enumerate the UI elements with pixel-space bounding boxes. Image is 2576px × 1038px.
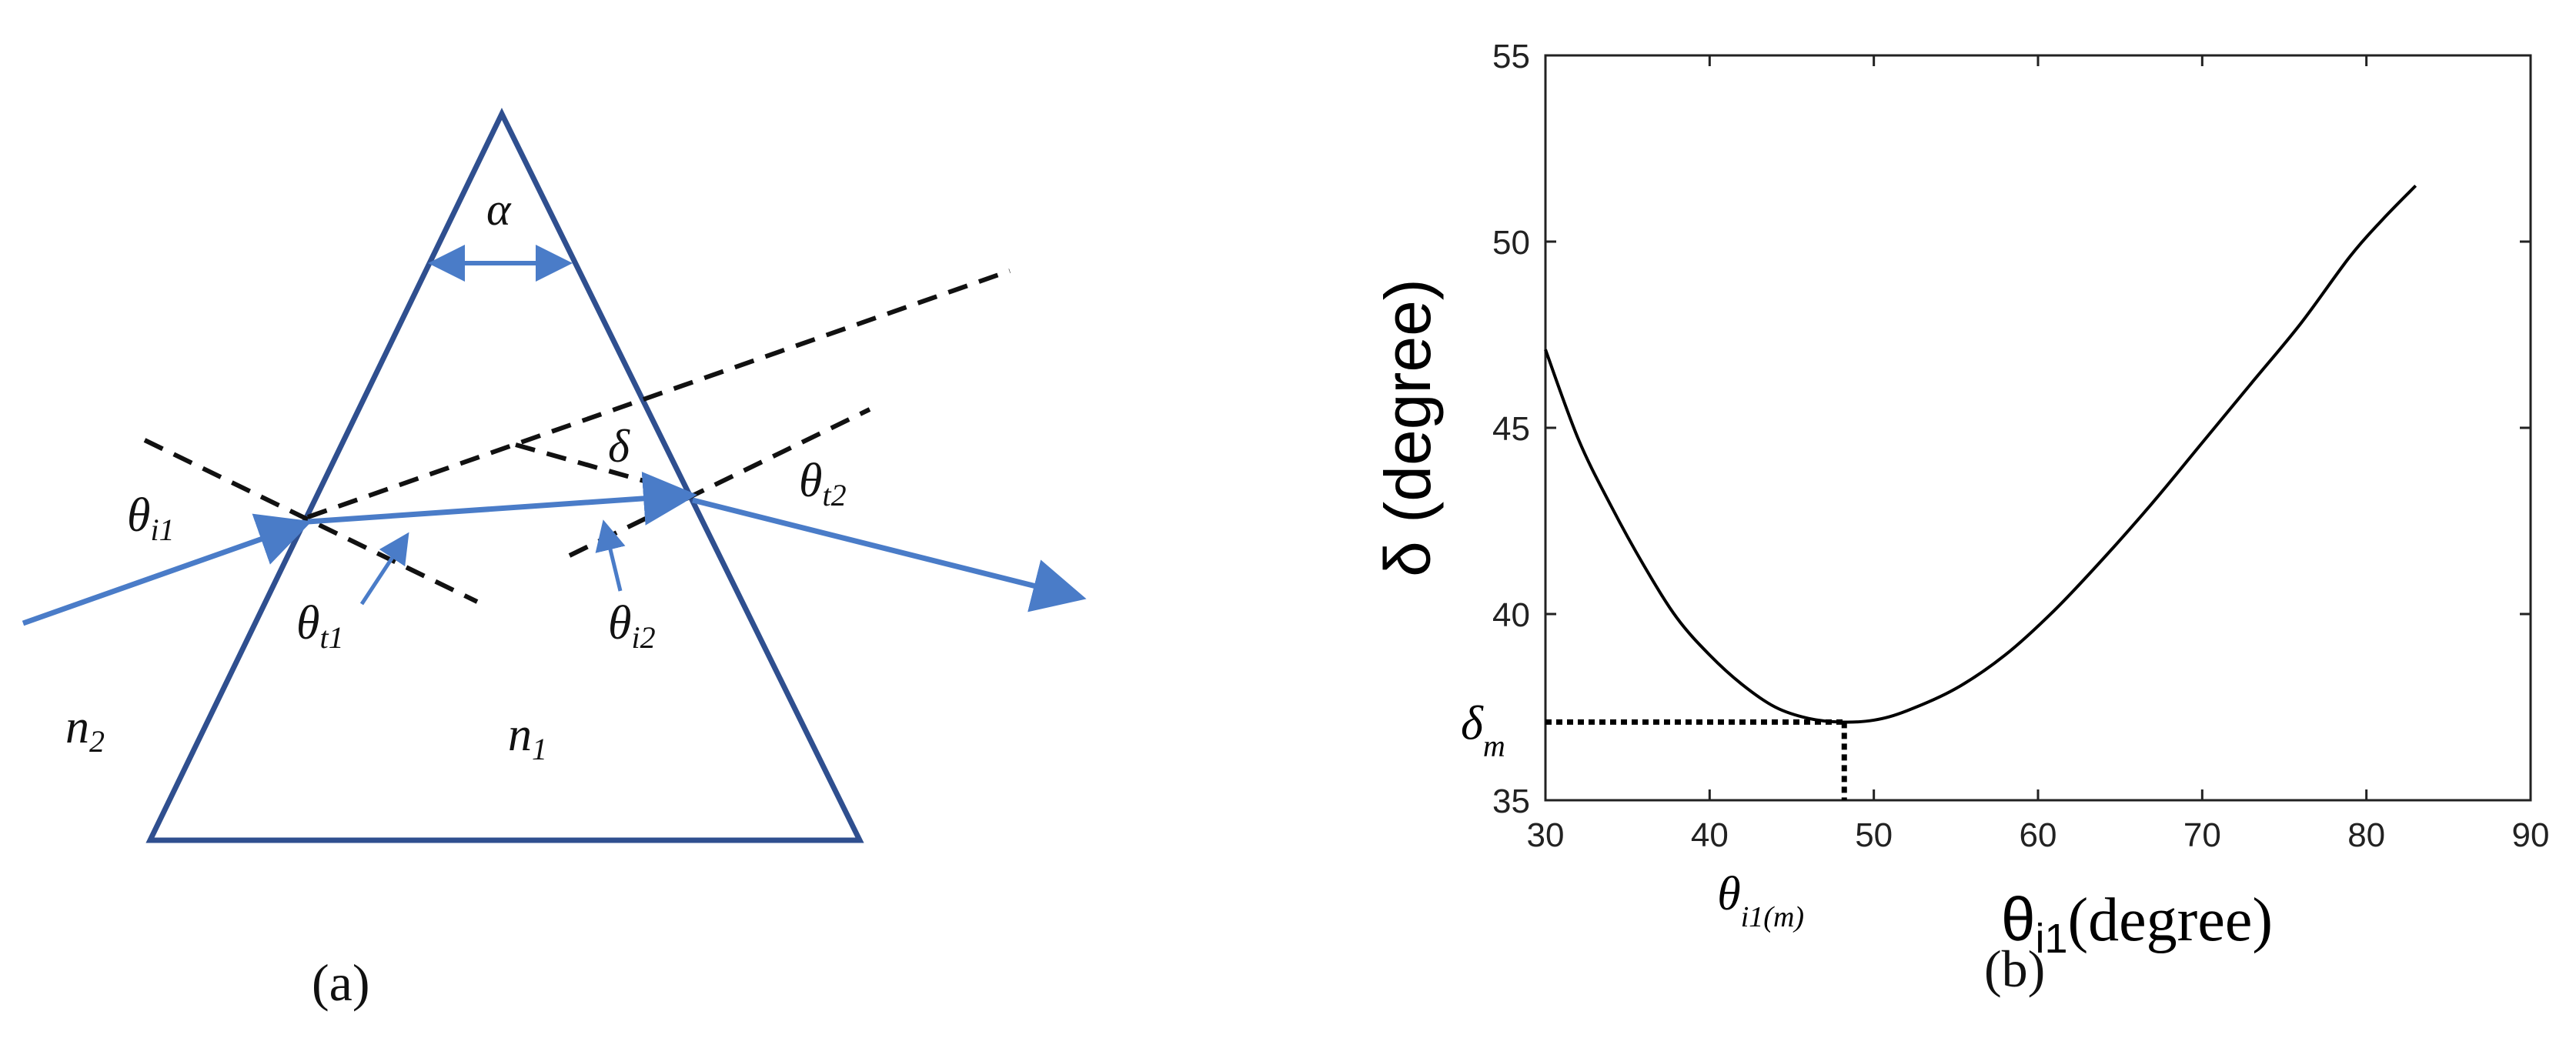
panel-b-chart: 35 40 45 50 55 30 40 50 60 70 80 90 δ (degree) θi1… <box>1372 38 2549 998</box>
theta-i2-pointer <box>595 519 626 592</box>
x-tick-label: 40 <box>1691 816 1729 854</box>
n1-label: n1 <box>508 709 547 766</box>
normal-line-right <box>568 407 871 558</box>
panel-a-caption: (a) <box>312 953 369 1012</box>
dashed-lines <box>143 269 1011 604</box>
x-tick-label: 70 <box>2183 816 2221 854</box>
x-tick-label: 50 <box>1855 816 1893 854</box>
alpha-label: α <box>486 184 512 235</box>
theta-i1-label: θi1 <box>127 489 175 547</box>
panel-a-prism-diagram: α δ θi1 θt1 θi2 θt2 n2 n1 (a) <box>22 108 1087 1012</box>
y-tick-label: 55 <box>1492 38 1530 75</box>
minimum-markers <box>1545 719 1847 800</box>
y-tick-label: 50 <box>1492 224 1530 262</box>
x-tick-label: 80 <box>2347 816 2385 854</box>
series-group <box>1544 185 2417 724</box>
x-tick-label: 60 <box>2020 816 2057 854</box>
delta-label: δ <box>608 421 630 472</box>
incident-ray <box>22 513 312 626</box>
y-axis-label: δ (degree) <box>1372 279 1444 577</box>
x-axis-label: θi1(degree) <box>2001 885 2273 962</box>
deviation-curve <box>1544 185 2417 724</box>
extended-emergent-ray <box>515 442 686 495</box>
panel-b-caption: (b) <box>1984 940 2045 998</box>
x-axis-ticks: 30 40 50 60 70 80 90 <box>1527 55 2550 854</box>
n2-label: n2 <box>65 701 105 759</box>
y-axis-ticks: 35 40 45 50 55 <box>1492 38 2531 820</box>
theta-t1-pointer <box>359 532 409 606</box>
light-rays <box>22 471 1087 626</box>
x-tick-label: 30 <box>1527 816 1565 854</box>
emergent-ray <box>692 497 1087 612</box>
delta-m-label: δm <box>1461 697 1505 763</box>
extended-incident-ray <box>307 269 1011 519</box>
plot-frame <box>1544 54 2532 802</box>
theta-t2-label: θt2 <box>799 455 847 512</box>
theta-t1-label: θt1 <box>296 597 344 655</box>
theta-i2-label: θi2 <box>608 597 656 655</box>
refracted-ray-inside <box>307 471 697 526</box>
y-tick-label: 35 <box>1492 783 1530 820</box>
y-tick-label: 40 <box>1492 596 1530 634</box>
y-tick-label: 45 <box>1492 410 1530 448</box>
normal-line-left <box>143 438 479 604</box>
x-tick-label: 90 <box>2512 816 2550 854</box>
theta-i1m-label: θi1(m) <box>1717 868 1804 933</box>
